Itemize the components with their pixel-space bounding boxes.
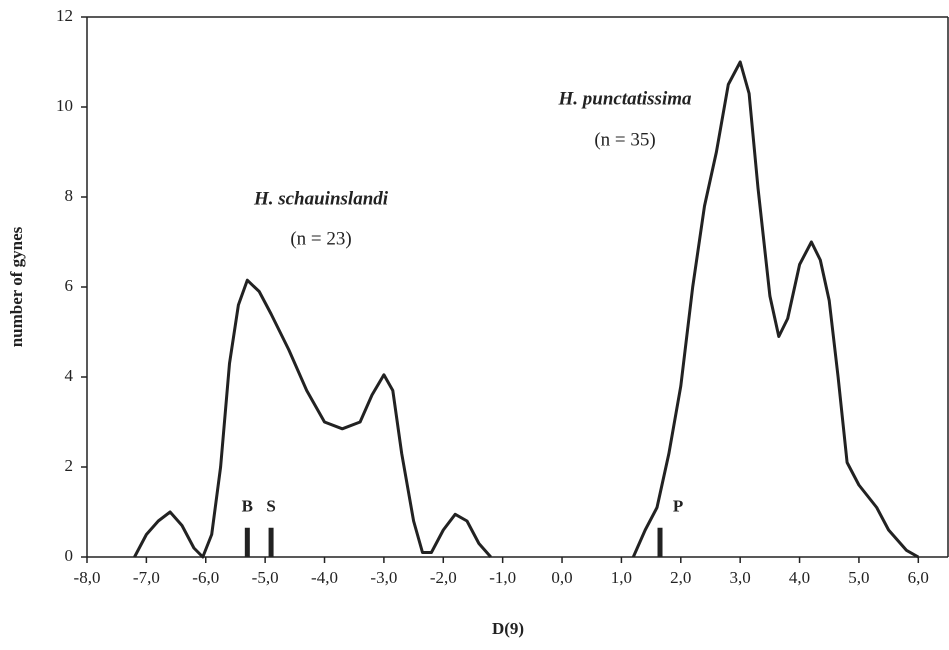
x-tick-label: 6,0 xyxy=(908,568,929,587)
x-tick-label: -3,0 xyxy=(370,568,397,587)
x-tick-label: 4,0 xyxy=(789,568,810,587)
y-tick-label: 4 xyxy=(65,366,74,385)
marker-label: B xyxy=(242,497,253,516)
x-tick-label: -8,0 xyxy=(74,568,101,587)
annotation-text: (n = 23) xyxy=(290,228,351,249)
x-tick-label: -5,0 xyxy=(252,568,279,587)
marker-label: S xyxy=(266,497,275,516)
x-tick-label: 2,0 xyxy=(670,568,691,587)
y-tick-label: 0 xyxy=(65,546,74,565)
x-tick-label: -6,0 xyxy=(192,568,219,587)
marker-bar xyxy=(268,527,274,557)
y-tick-label: 2 xyxy=(65,456,74,475)
x-tick-label: 0,0 xyxy=(551,568,572,587)
x-tick-label: -7,0 xyxy=(133,568,160,587)
x-tick-label: 5,0 xyxy=(848,568,869,587)
y-tick-label: 10 xyxy=(56,96,73,115)
marker-bar xyxy=(244,527,250,557)
marker-label: P xyxy=(673,497,683,516)
data-line xyxy=(133,60,920,559)
x-axis-label: D(9) xyxy=(492,619,524,638)
y-tick-label: 6 xyxy=(65,276,74,295)
x-tick-label: -2,0 xyxy=(430,568,457,587)
marker-bar xyxy=(657,527,663,557)
x-tick-label: 1,0 xyxy=(611,568,632,587)
y-tick-label: 12 xyxy=(56,6,73,25)
x-tick-label: -4,0 xyxy=(311,568,338,587)
annotation-title: H. schauinslandi xyxy=(253,188,389,209)
x-tick-label: -1,0 xyxy=(489,568,516,587)
annotation-title: H. punctatissima xyxy=(557,88,692,109)
y-tick-label: 8 xyxy=(65,186,74,205)
annotation-text: (n = 35) xyxy=(594,129,655,150)
x-tick-label: 3,0 xyxy=(730,568,751,587)
y-axis-label: number of gynes xyxy=(7,226,26,347)
